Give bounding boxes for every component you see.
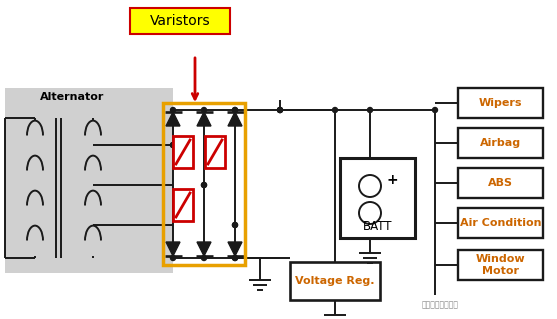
Bar bbox=[458, 250, 543, 280]
Bar bbox=[173, 189, 193, 221]
Circle shape bbox=[277, 108, 282, 113]
Circle shape bbox=[170, 256, 175, 261]
Circle shape bbox=[170, 108, 175, 113]
Bar bbox=[163, 103, 245, 265]
Text: 上海雷卡电磁兼容: 上海雷卡电磁兼容 bbox=[422, 300, 458, 309]
Circle shape bbox=[202, 182, 207, 188]
Polygon shape bbox=[228, 112, 242, 126]
Bar bbox=[205, 136, 225, 168]
Circle shape bbox=[202, 108, 207, 113]
Bar bbox=[458, 128, 543, 158]
Circle shape bbox=[170, 143, 175, 147]
Text: Varistors: Varistors bbox=[150, 14, 211, 28]
Text: Alternator: Alternator bbox=[40, 92, 104, 102]
Circle shape bbox=[277, 108, 282, 113]
Circle shape bbox=[170, 143, 175, 147]
Bar bbox=[290, 262, 380, 300]
Bar bbox=[130, 8, 230, 34]
Text: BATT: BATT bbox=[363, 219, 393, 233]
Bar bbox=[5, 88, 173, 273]
Polygon shape bbox=[197, 242, 211, 256]
Text: +: + bbox=[386, 173, 398, 187]
Text: ABS: ABS bbox=[488, 178, 513, 188]
Polygon shape bbox=[197, 112, 211, 126]
Circle shape bbox=[232, 222, 237, 227]
Circle shape bbox=[232, 108, 237, 113]
Circle shape bbox=[368, 108, 373, 113]
Bar bbox=[458, 88, 543, 118]
Circle shape bbox=[232, 256, 237, 261]
Text: Window
Motor: Window Motor bbox=[476, 254, 525, 276]
Circle shape bbox=[277, 108, 282, 113]
Polygon shape bbox=[228, 242, 242, 256]
Circle shape bbox=[232, 256, 237, 261]
Bar bbox=[340, 158, 415, 238]
Text: Wipers: Wipers bbox=[479, 98, 522, 108]
Circle shape bbox=[232, 222, 237, 227]
Circle shape bbox=[333, 108, 338, 113]
Text: Air Condition: Air Condition bbox=[460, 218, 541, 228]
Bar bbox=[173, 136, 193, 168]
Circle shape bbox=[232, 108, 237, 113]
Bar bbox=[458, 208, 543, 238]
Bar bbox=[458, 168, 543, 198]
Text: Airbag: Airbag bbox=[480, 138, 521, 148]
Polygon shape bbox=[166, 242, 180, 256]
Polygon shape bbox=[166, 112, 180, 126]
Text: Voltage Reg.: Voltage Reg. bbox=[295, 276, 375, 286]
Circle shape bbox=[432, 108, 437, 113]
Circle shape bbox=[202, 256, 207, 261]
Circle shape bbox=[202, 182, 207, 188]
